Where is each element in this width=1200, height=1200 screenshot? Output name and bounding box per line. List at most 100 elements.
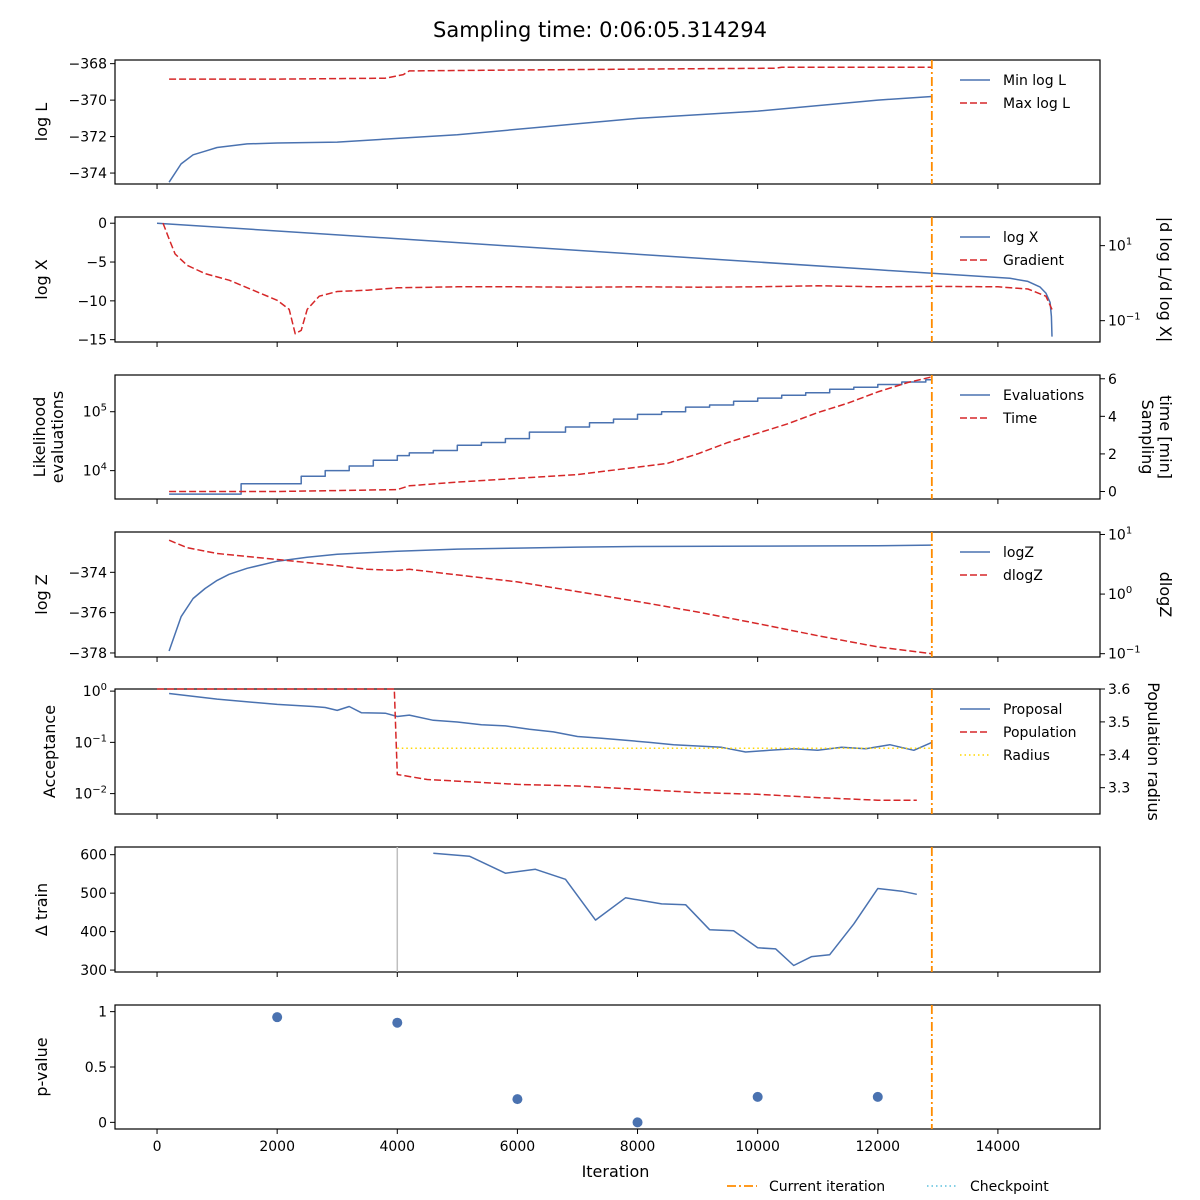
legend-label: dlogZ bbox=[1003, 568, 1043, 584]
y-tick-label: 0.5 bbox=[85, 1060, 107, 1076]
y-tick-label: −10 bbox=[77, 294, 107, 310]
y2-tick-label: 4 bbox=[1108, 409, 1117, 425]
y-axis-label: log Z bbox=[32, 574, 51, 614]
y2-axis-label: dlogZ bbox=[1156, 572, 1175, 618]
panel-acceptance: Acceptance Population radius Proposal Popul… bbox=[40, 682, 1163, 821]
y2-axis-label: |d log L/d log X| bbox=[1156, 217, 1175, 342]
y-tick-label: −372 bbox=[69, 130, 107, 146]
axes-frame bbox=[114, 374, 1101, 500]
y-tick-label: −368 bbox=[69, 57, 107, 73]
legend-label: Evaluations bbox=[1003, 388, 1084, 404]
panel-logX: log X |d log L/d log X| log X Gradient bbox=[32, 216, 1175, 347]
series-line-population bbox=[157, 688, 917, 801]
y-axis-label: log L bbox=[32, 103, 51, 141]
legend-label: Gradient bbox=[1003, 253, 1064, 269]
y-tick-label: 600 bbox=[80, 848, 107, 864]
x-tick-label: 6000 bbox=[500, 1139, 536, 1155]
y2-tick-label: 6 bbox=[1108, 372, 1117, 388]
y-tick-label: 100 bbox=[83, 682, 107, 700]
y-tick-label: 300 bbox=[80, 963, 107, 979]
x-tick-label: 0 bbox=[153, 1139, 162, 1155]
y-tick-label: −374 bbox=[69, 166, 108, 182]
panel-logZ: log Z dlogZ logZ dlogZ bbox=[32, 531, 1175, 662]
panel-logL: log L Min log L Max log L bbox=[32, 59, 1101, 189]
series-line-max-log-l bbox=[169, 66, 932, 80]
y2-tick-label: 101 bbox=[1108, 525, 1132, 543]
series-line-dlogz bbox=[168, 539, 932, 655]
y2-tick-label: 3.3 bbox=[1108, 781, 1130, 797]
y2-tick-label: 2 bbox=[1108, 447, 1117, 463]
y-tick-label: 105 bbox=[83, 403, 107, 421]
axes-frame bbox=[114, 846, 1101, 973]
scatter-point bbox=[392, 1017, 403, 1028]
legend-label: Current iteration bbox=[769, 1179, 885, 1195]
legend-label: Min log L bbox=[1003, 73, 1066, 89]
series-line-evaluations bbox=[169, 378, 932, 495]
series-line-min-log-l bbox=[168, 95, 932, 183]
x-tick-label: 2000 bbox=[259, 1139, 295, 1155]
y2-tick-label: 100 bbox=[1108, 585, 1132, 603]
x-axis-label: Iteration bbox=[582, 1162, 650, 1181]
y-tick-label: −5 bbox=[86, 255, 107, 271]
y-tick-label: 1 bbox=[98, 1005, 107, 1021]
legend-label: Proposal bbox=[1003, 702, 1062, 718]
y2-axis-label: time [min] bbox=[1156, 395, 1175, 479]
y2-tick-label: 101 bbox=[1108, 237, 1132, 255]
figure-title: Sampling time: 0:06:05.314294 bbox=[433, 18, 767, 42]
axes-frame bbox=[114, 531, 1101, 658]
axes-frame bbox=[114, 688, 1101, 815]
y2-tick-label: 3.4 bbox=[1108, 748, 1130, 764]
x-tick-label: 12000 bbox=[856, 1139, 901, 1155]
y-tick-label: 104 bbox=[83, 462, 107, 480]
legend-label: Max log L bbox=[1003, 96, 1070, 112]
axes-frame bbox=[114, 216, 1101, 343]
series-line-time bbox=[169, 376, 932, 493]
y-axis-label: evaluations bbox=[48, 391, 67, 484]
y-axis-label: p-value bbox=[32, 1037, 51, 1096]
y-axis-label: Likelihood bbox=[30, 397, 49, 478]
panel-evals: Likelihood evaluations Sampling time [min] E… bbox=[30, 374, 1175, 504]
series-line-log-x bbox=[156, 222, 1053, 337]
y-tick-label: 0 bbox=[98, 1115, 107, 1131]
scatter-point bbox=[512, 1094, 523, 1105]
legend-label: Time bbox=[1002, 411, 1037, 427]
figure-legend: Current iteration Checkpoint bbox=[727, 1179, 1049, 1195]
panel-pvalue: p-value bbox=[32, 1004, 1101, 1134]
scatter-point bbox=[752, 1091, 763, 1102]
y2-axis-label: Sampling bbox=[1138, 400, 1157, 475]
y-axis-label: Acceptance bbox=[40, 705, 59, 798]
y-tick-label: 0 bbox=[98, 216, 107, 232]
y2-tick-label: 3.6 bbox=[1108, 682, 1130, 698]
y-tick-label: 10−1 bbox=[74, 733, 107, 751]
axes-frame bbox=[114, 1004, 1101, 1130]
series-line-logz bbox=[168, 544, 932, 652]
y-tick-label: −370 bbox=[69, 93, 107, 109]
x-tick-label: 4000 bbox=[379, 1139, 415, 1155]
series-line-delta-train bbox=[433, 852, 917, 967]
x-tick-label: 8000 bbox=[620, 1139, 656, 1155]
legend-label: Population bbox=[1003, 725, 1077, 741]
y2-tick-label: 10−1 bbox=[1108, 645, 1141, 663]
y2-tick-label: 0 bbox=[1108, 484, 1117, 500]
y2-tick-label: 10−1 bbox=[1108, 312, 1141, 330]
legend-label: logZ bbox=[1003, 545, 1034, 561]
y2-axis-label: Population radius bbox=[1144, 682, 1163, 821]
series-line-gradient bbox=[162, 222, 1053, 335]
y-tick-label: −15 bbox=[77, 333, 107, 349]
y-axis-label: Δ train bbox=[32, 883, 51, 936]
y-tick-label: 10−2 bbox=[74, 785, 107, 803]
x-tick-label: 14000 bbox=[976, 1139, 1021, 1155]
y2-tick-label: 3.5 bbox=[1108, 715, 1130, 731]
y-tick-label: 500 bbox=[80, 886, 107, 902]
scatter-point bbox=[872, 1091, 883, 1102]
y-tick-label: −374 bbox=[69, 565, 108, 581]
series-line-proposal bbox=[169, 692, 933, 753]
x-tick-label: 10000 bbox=[735, 1139, 780, 1155]
panel-dtrain: Δ train bbox=[32, 846, 1101, 977]
y-tick-label: −378 bbox=[69, 646, 107, 662]
axes-frame bbox=[114, 59, 1101, 185]
scatter-point bbox=[632, 1117, 643, 1128]
y-tick-label: −376 bbox=[69, 606, 108, 622]
